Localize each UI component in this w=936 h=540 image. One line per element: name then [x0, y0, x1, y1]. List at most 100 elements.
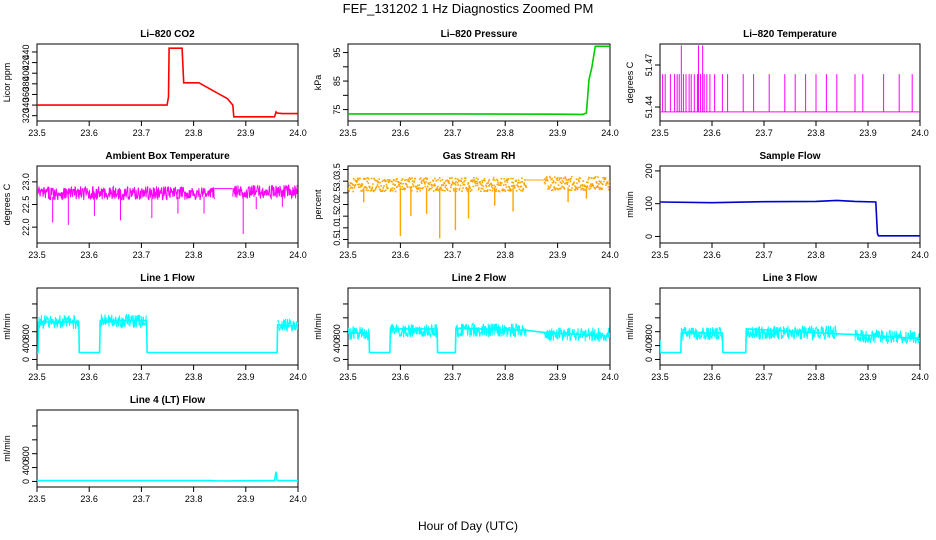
data-point: [609, 180, 610, 183]
data-point: [556, 187, 558, 190]
data-point: [431, 186, 433, 189]
data-point: [416, 190, 419, 193]
data-point: [506, 181, 509, 183]
data-point: [508, 189, 511, 192]
data-point: [552, 179, 555, 182]
data-point: [520, 185, 523, 188]
data-point: [352, 190, 354, 193]
noisy-trace: [745, 325, 838, 342]
x-tick-label: 23.9: [237, 372, 255, 382]
data-point: [402, 178, 404, 180]
data-point: [576, 188, 579, 190]
data-point: [472, 180, 474, 182]
noisy-trace: [854, 329, 920, 345]
data-point: [570, 177, 572, 180]
data-point: [409, 178, 412, 180]
series-line: [37, 471, 298, 482]
data-point: [356, 177, 359, 180]
data-point: [454, 183, 457, 186]
data-point: [400, 182, 402, 185]
data-point: [444, 186, 447, 188]
data-point: [560, 182, 563, 185]
data-point: [412, 183, 414, 185]
x-tick-label: 24.0: [911, 128, 929, 138]
data-point: [474, 181, 476, 184]
panel-4: Ambient Box Temperature 23.5 23.6 23.7 23.8 2…: [2, 151, 307, 260]
data-point: [381, 180, 384, 183]
data-point: [357, 183, 359, 186]
plot-frame: [347, 43, 611, 122]
data-point: [429, 181, 432, 184]
y-tick-label: 0: [21, 357, 31, 362]
data-point: [457, 184, 459, 186]
x-tick-label: 23.5: [28, 372, 46, 382]
data-point: [442, 184, 445, 186]
data-point: [479, 181, 481, 183]
data-point: [522, 189, 524, 191]
noisy-trace: [544, 327, 610, 343]
data-point: [592, 184, 594, 186]
data-point: [576, 182, 578, 185]
data-point: [348, 180, 349, 182]
data-point: [582, 180, 584, 182]
data-point: [482, 188, 484, 190]
data-point: [554, 181, 557, 184]
data-layer: [660, 45, 920, 113]
data-point: [408, 177, 411, 179]
data-point: [602, 176, 605, 179]
x-tick-label: 24.0: [601, 372, 619, 382]
data-point: [374, 188, 377, 190]
data-point: [408, 180, 411, 183]
plot-frame: [36, 409, 299, 488]
data-point: [497, 182, 499, 184]
data-point: [463, 180, 465, 183]
data-point: [474, 180, 477, 183]
y-tick-label: 51.44: [644, 96, 654, 119]
data-point: [356, 181, 358, 183]
data-layer: [37, 47, 298, 118]
data-point: [458, 189, 461, 191]
data-point: [367, 189, 369, 192]
data-point: [494, 189, 497, 192]
data-point: [440, 186, 442, 189]
x-tick-label: 24.0: [289, 494, 307, 504]
data-point: [570, 189, 573, 191]
panels-container: Li–820 CO2 23.5 23.6 23.7 23.8 23.9 24.0 320340…: [2, 29, 929, 504]
x-tick-label: 23.6: [392, 372, 410, 382]
data-point: [455, 190, 458, 193]
series-line: [37, 319, 298, 354]
data-point: [594, 187, 596, 190]
data-point: [385, 183, 388, 186]
data-point: [598, 180, 600, 182]
data-point: [571, 187, 573, 189]
data-point: [556, 179, 559, 181]
data-point: [398, 184, 400, 186]
data-point: [569, 180, 572, 183]
data-point: [423, 181, 426, 184]
data-point: [573, 181, 575, 183]
y-tick-label: 85: [332, 76, 342, 86]
data-layer: [348, 175, 610, 239]
data-point: [425, 181, 427, 183]
data-point: [426, 185, 429, 188]
data-point: [404, 179, 406, 182]
y-tick-label: 800: [644, 324, 654, 339]
noisy-trace: [37, 185, 215, 201]
data-point: [490, 186, 493, 188]
data-point: [580, 184, 582, 187]
data-point: [366, 177, 369, 179]
data-point: [488, 178, 491, 181]
data-point: [450, 184, 453, 187]
data-point: [388, 179, 391, 181]
data-point: [428, 183, 431, 185]
data-point: [353, 186, 356, 189]
data-point: [578, 180, 580, 183]
data-point: [417, 188, 420, 190]
x-tick-label: 23.6: [392, 250, 410, 260]
data-point: [459, 184, 462, 187]
data-point: [468, 185, 471, 187]
data-point: [562, 177, 565, 180]
data-point: [575, 186, 577, 189]
data-point: [557, 184, 560, 186]
data-point: [379, 181, 381, 184]
